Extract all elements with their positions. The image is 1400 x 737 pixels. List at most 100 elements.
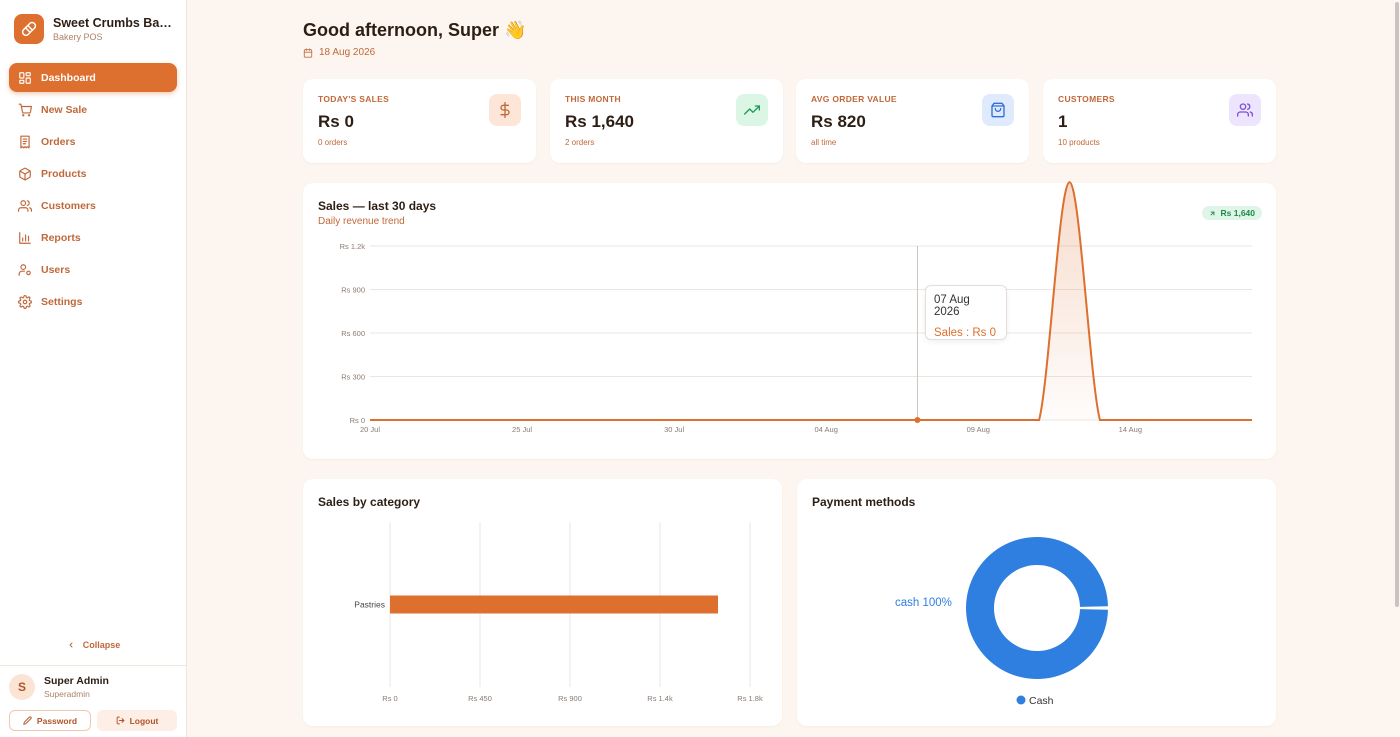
key-icon xyxy=(23,716,32,725)
divider xyxy=(0,665,187,666)
stat-sub: 0 orders xyxy=(318,138,348,147)
cart-icon xyxy=(18,103,32,116)
x-tick-label: Rs 1.4k xyxy=(647,694,673,703)
sidebar-item-label: Customers xyxy=(41,199,96,212)
brand-name: Sweet Crumbs Bakery xyxy=(53,16,177,30)
sidebar-item-settings[interactable]: Settings xyxy=(9,287,177,316)
category-label: Pastries xyxy=(354,600,385,610)
sidebar-item-orders[interactable]: Orders xyxy=(9,127,177,156)
sales-chart-title: Sales — last 30 days xyxy=(318,199,437,213)
current-date: 18 Aug 2026 xyxy=(303,47,375,58)
sales-total-badge: Rs 1,640 xyxy=(1201,206,1262,220)
stat-label: AVG ORDER VALUE xyxy=(811,94,897,104)
box-icon xyxy=(19,167,31,180)
x-tick-label: 20 Jul xyxy=(360,425,380,434)
users-icon xyxy=(1229,94,1261,126)
category-bar xyxy=(390,595,718,614)
collapse-button[interactable]: Collapse xyxy=(0,640,187,650)
avatar: S xyxy=(9,674,35,700)
stat-value: 1 xyxy=(1058,112,1068,131)
stat-value: Rs 1,640 xyxy=(565,112,634,131)
croissant-icon xyxy=(14,14,44,44)
sidebar-item-label: Orders xyxy=(41,135,76,148)
users-icon xyxy=(18,199,32,212)
x-tick-label: Rs 1.8k xyxy=(737,694,763,703)
sidebar-item-new-sale[interactable]: New Sale xyxy=(9,95,177,124)
stat-value: Rs 0 xyxy=(318,112,354,131)
sidebar-item-customers[interactable]: Customers xyxy=(9,191,177,220)
scrollbar-thumb[interactable] xyxy=(1395,2,1399,607)
stat-value: Rs 820 xyxy=(811,112,866,131)
sales-area-fill xyxy=(370,182,1252,420)
x-tick-label: 25 Jul xyxy=(512,425,532,434)
payment-chart-title: Payment methods xyxy=(812,495,916,509)
dollar-icon xyxy=(489,94,521,126)
chevron-left-icon xyxy=(69,642,73,648)
stat-sub: 10 products xyxy=(1058,138,1100,147)
y-tick-label: Rs 300 xyxy=(341,373,365,382)
chart-tooltip: 07 Aug 2026 Sales : Rs 0 xyxy=(925,285,1007,340)
x-tick-label: Rs 450 xyxy=(468,694,492,703)
logout-label: Logout xyxy=(129,715,159,726)
sidebar-item-label: Dashboard xyxy=(41,71,96,84)
trending-up-icon xyxy=(736,94,768,126)
user-role: Superadmin xyxy=(44,689,90,699)
logout-button[interactable]: Logout xyxy=(97,710,177,731)
payment-donut-chart[interactable]: cash 100% Cash xyxy=(797,479,1276,726)
logout-icon xyxy=(116,716,124,725)
stat-card-this-month: THIS MONTH Rs 1,640 2 orders xyxy=(550,79,783,163)
slice-label: cash 100% xyxy=(895,597,952,609)
stat-card-todays-sales: TODAY'S SALES Rs 0 0 orders xyxy=(303,79,536,163)
badge-value: Rs 1,640 xyxy=(1220,208,1256,218)
sidebar-item-dashboard[interactable]: Dashboard xyxy=(9,63,177,92)
x-tick-label: Rs 0 xyxy=(382,694,397,703)
user-profile: S Super Admin Superadmin xyxy=(9,674,109,700)
stat-label: TODAY'S SALES xyxy=(318,94,390,104)
page-title: Good afternoon, Super 👋 xyxy=(303,20,527,40)
category-bar-chart[interactable]: Rs 0 Rs 450 Rs 900 Rs 1.4k Rs 1.8k Pastries xyxy=(303,479,782,726)
stat-sub: 2 orders xyxy=(565,138,595,147)
calendar-icon xyxy=(303,47,313,58)
stat-sub: all time xyxy=(811,138,837,147)
user-name: Super Admin xyxy=(44,675,109,687)
sales-chart-subtitle: Daily revenue trend xyxy=(318,216,405,227)
shopping-bag-icon xyxy=(982,94,1014,126)
sales-line xyxy=(370,181,1252,421)
password-button[interactable]: Password xyxy=(9,710,91,731)
legend-label[interactable]: Cash xyxy=(1029,695,1054,707)
sidebar-nav: Dashboard New Sale Orders Products Custo… xyxy=(9,63,177,319)
x-tick-label: 09 Aug xyxy=(967,425,990,434)
sidebar-item-label: Users xyxy=(41,263,71,276)
donut-slice-cash xyxy=(965,537,1108,679)
tooltip-title: 07 Aug 2026 xyxy=(934,294,970,318)
sales-trend-chart[interactable]: Rs 0 Rs 300 Rs 600 Rs 900 Rs 1.2k 20 Jul 25 Ju… xyxy=(303,181,1276,459)
dashboard-icon xyxy=(19,71,31,84)
receipt-icon xyxy=(20,135,30,148)
y-tick-label: Rs 900 xyxy=(341,286,365,295)
tooltip-value: Sales : Rs 0 xyxy=(934,327,996,339)
password-label: Password xyxy=(36,715,78,726)
stat-card-customers: CUSTOMERS 1 10 products xyxy=(1043,79,1276,163)
date-label: 18 Aug 2026 xyxy=(319,47,376,58)
sales-trend-card: Sales — last 30 days Daily revenue trend… xyxy=(303,181,1276,459)
hover-point xyxy=(914,417,921,423)
arrow-up-right-icon xyxy=(1210,211,1214,215)
user-cog-icon xyxy=(18,263,31,276)
brand-subtitle: Bakery POS xyxy=(53,32,103,42)
sidebar-item-products[interactable]: Products xyxy=(9,159,177,188)
category-chart-card: Sales by category Rs 0 Rs 450 Rs 900 Rs 1.4… xyxy=(303,479,782,726)
y-tick-label: Rs 1.2k xyxy=(340,242,366,251)
collapse-label: Collapse xyxy=(82,640,121,650)
sidebar-item-users[interactable]: Users xyxy=(9,255,177,284)
category-chart-title: Sales by category xyxy=(318,495,421,509)
gear-icon xyxy=(18,294,32,309)
x-tick-label: Rs 900 xyxy=(558,694,582,703)
brand[interactable]: Sweet Crumbs Bakery Bakery POS xyxy=(14,14,184,44)
x-tick-label: 30 Jul xyxy=(664,425,684,434)
y-tick-label: Rs 600 xyxy=(341,329,365,338)
sidebar-item-label: Products xyxy=(41,167,87,180)
legend-swatch xyxy=(1016,695,1026,705)
page-scrollbar[interactable] xyxy=(1394,0,1400,737)
bar-chart-icon xyxy=(19,231,31,244)
sidebar-item-reports[interactable]: Reports xyxy=(9,223,177,252)
